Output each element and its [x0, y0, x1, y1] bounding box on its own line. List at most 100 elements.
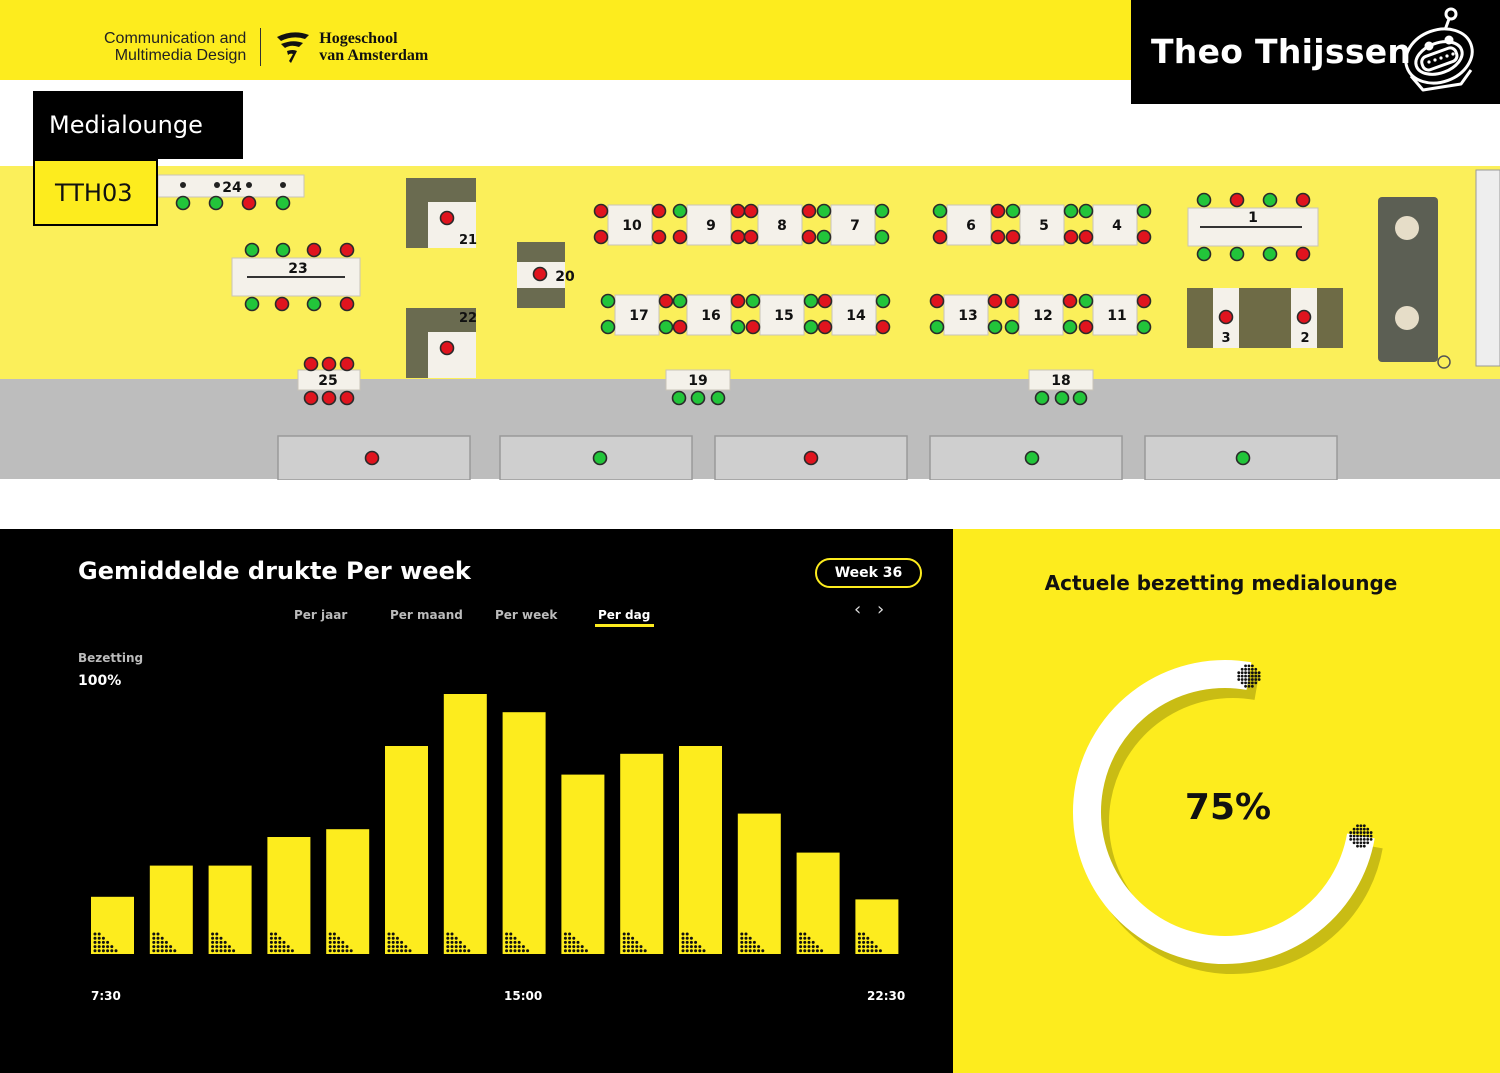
- seat[interactable]: [990, 229, 1006, 245]
- seat[interactable]: [874, 229, 890, 245]
- seat[interactable]: [672, 319, 688, 335]
- seat[interactable]: [593, 203, 609, 219]
- seat[interactable]: [600, 319, 616, 335]
- seat[interactable]: [306, 296, 322, 312]
- bar[interactable]: [679, 746, 722, 954]
- bar[interactable]: [149, 865, 193, 954]
- seat[interactable]: [275, 195, 291, 211]
- seat[interactable]: [339, 390, 355, 406]
- seat[interactable]: [321, 356, 337, 372]
- room-status[interactable]: [803, 450, 819, 466]
- bar[interactable]: [796, 852, 840, 954]
- week-selector-button[interactable]: Week 36: [815, 558, 922, 588]
- seat[interactable]: [1136, 319, 1152, 335]
- seat[interactable]: [1062, 319, 1078, 335]
- bar[interactable]: [91, 896, 134, 954]
- seat[interactable]: [1262, 192, 1278, 208]
- seat[interactable]: [816, 203, 832, 219]
- seat[interactable]: [987, 319, 1003, 335]
- seat[interactable]: [658, 319, 674, 335]
- seat[interactable]: [803, 319, 819, 335]
- seat[interactable]: [1005, 229, 1021, 245]
- seat[interactable]: [990, 203, 1006, 219]
- seat[interactable]: [339, 296, 355, 312]
- seat[interactable]: [710, 390, 726, 406]
- room-status[interactable]: [592, 450, 608, 466]
- seat[interactable]: [321, 390, 337, 406]
- seat[interactable]: [439, 210, 455, 226]
- seat[interactable]: [1004, 319, 1020, 335]
- seat[interactable]: [241, 195, 257, 211]
- tab-per-dag[interactable]: Per dag: [598, 608, 651, 622]
- seat[interactable]: [743, 203, 759, 219]
- seat[interactable]: [208, 195, 224, 211]
- bar[interactable]: [737, 813, 781, 954]
- seat[interactable]: [730, 203, 746, 219]
- seat[interactable]: [730, 319, 746, 335]
- seat[interactable]: [1078, 229, 1094, 245]
- seat[interactable]: [1054, 390, 1070, 406]
- bar[interactable]: [385, 746, 428, 954]
- seat[interactable]: [1295, 246, 1311, 262]
- seat[interactable]: [1078, 319, 1094, 335]
- chevron-left-icon[interactable]: ‹: [854, 599, 862, 620]
- seat[interactable]: [651, 229, 667, 245]
- seat[interactable]: [817, 293, 833, 309]
- seat[interactable]: [801, 229, 817, 245]
- room-status[interactable]: [1024, 450, 1040, 466]
- room-status[interactable]: [364, 450, 380, 466]
- seat[interactable]: [439, 340, 455, 356]
- seat[interactable]: [244, 296, 260, 312]
- seat[interactable]: [730, 229, 746, 245]
- seat[interactable]: [745, 293, 761, 309]
- bar[interactable]: [267, 837, 311, 954]
- seat[interactable]: [932, 229, 948, 245]
- seat[interactable]: [1196, 246, 1212, 262]
- seat[interactable]: [817, 319, 833, 335]
- seat[interactable]: [1229, 192, 1245, 208]
- tab-per-jaar[interactable]: Per jaar: [294, 608, 348, 622]
- seat[interactable]: [1295, 192, 1311, 208]
- seat[interactable]: [690, 390, 706, 406]
- seat[interactable]: [875, 293, 891, 309]
- seat[interactable]: [1004, 293, 1020, 309]
- seat[interactable]: [929, 293, 945, 309]
- seat[interactable]: [274, 296, 290, 312]
- seat[interactable]: [658, 293, 674, 309]
- seat[interactable]: [816, 229, 832, 245]
- seat[interactable]: [672, 203, 688, 219]
- seat[interactable]: [175, 195, 191, 211]
- seat[interactable]: [929, 319, 945, 335]
- seat[interactable]: [593, 229, 609, 245]
- tab-per-week[interactable]: Per week: [495, 608, 558, 622]
- seat[interactable]: [1218, 309, 1234, 325]
- bar[interactable]: [208, 865, 252, 954]
- seat[interactable]: [745, 319, 761, 335]
- seat[interactable]: [1078, 293, 1094, 309]
- seat[interactable]: [875, 319, 891, 335]
- bar[interactable]: [502, 712, 546, 954]
- bar[interactable]: [620, 753, 664, 954]
- seat[interactable]: [987, 293, 1003, 309]
- seat[interactable]: [672, 229, 688, 245]
- seat[interactable]: [532, 266, 548, 282]
- bar[interactable]: [443, 694, 487, 954]
- seat[interactable]: [743, 229, 759, 245]
- bar[interactable]: [855, 899, 899, 954]
- seat[interactable]: [600, 293, 616, 309]
- seat[interactable]: [303, 356, 319, 372]
- seat[interactable]: [1196, 192, 1212, 208]
- chevron-right-icon[interactable]: ›: [877, 599, 885, 620]
- seat[interactable]: [1072, 390, 1088, 406]
- bar[interactable]: [326, 829, 370, 954]
- seat[interactable]: [1296, 309, 1312, 325]
- seat[interactable]: [651, 203, 667, 219]
- seat[interactable]: [244, 242, 260, 258]
- room-status[interactable]: [1235, 450, 1251, 466]
- seat[interactable]: [1062, 293, 1078, 309]
- seat[interactable]: [1005, 203, 1021, 219]
- seat[interactable]: [671, 390, 687, 406]
- seat[interactable]: [1034, 390, 1050, 406]
- seat[interactable]: [275, 242, 291, 258]
- seat[interactable]: [932, 203, 948, 219]
